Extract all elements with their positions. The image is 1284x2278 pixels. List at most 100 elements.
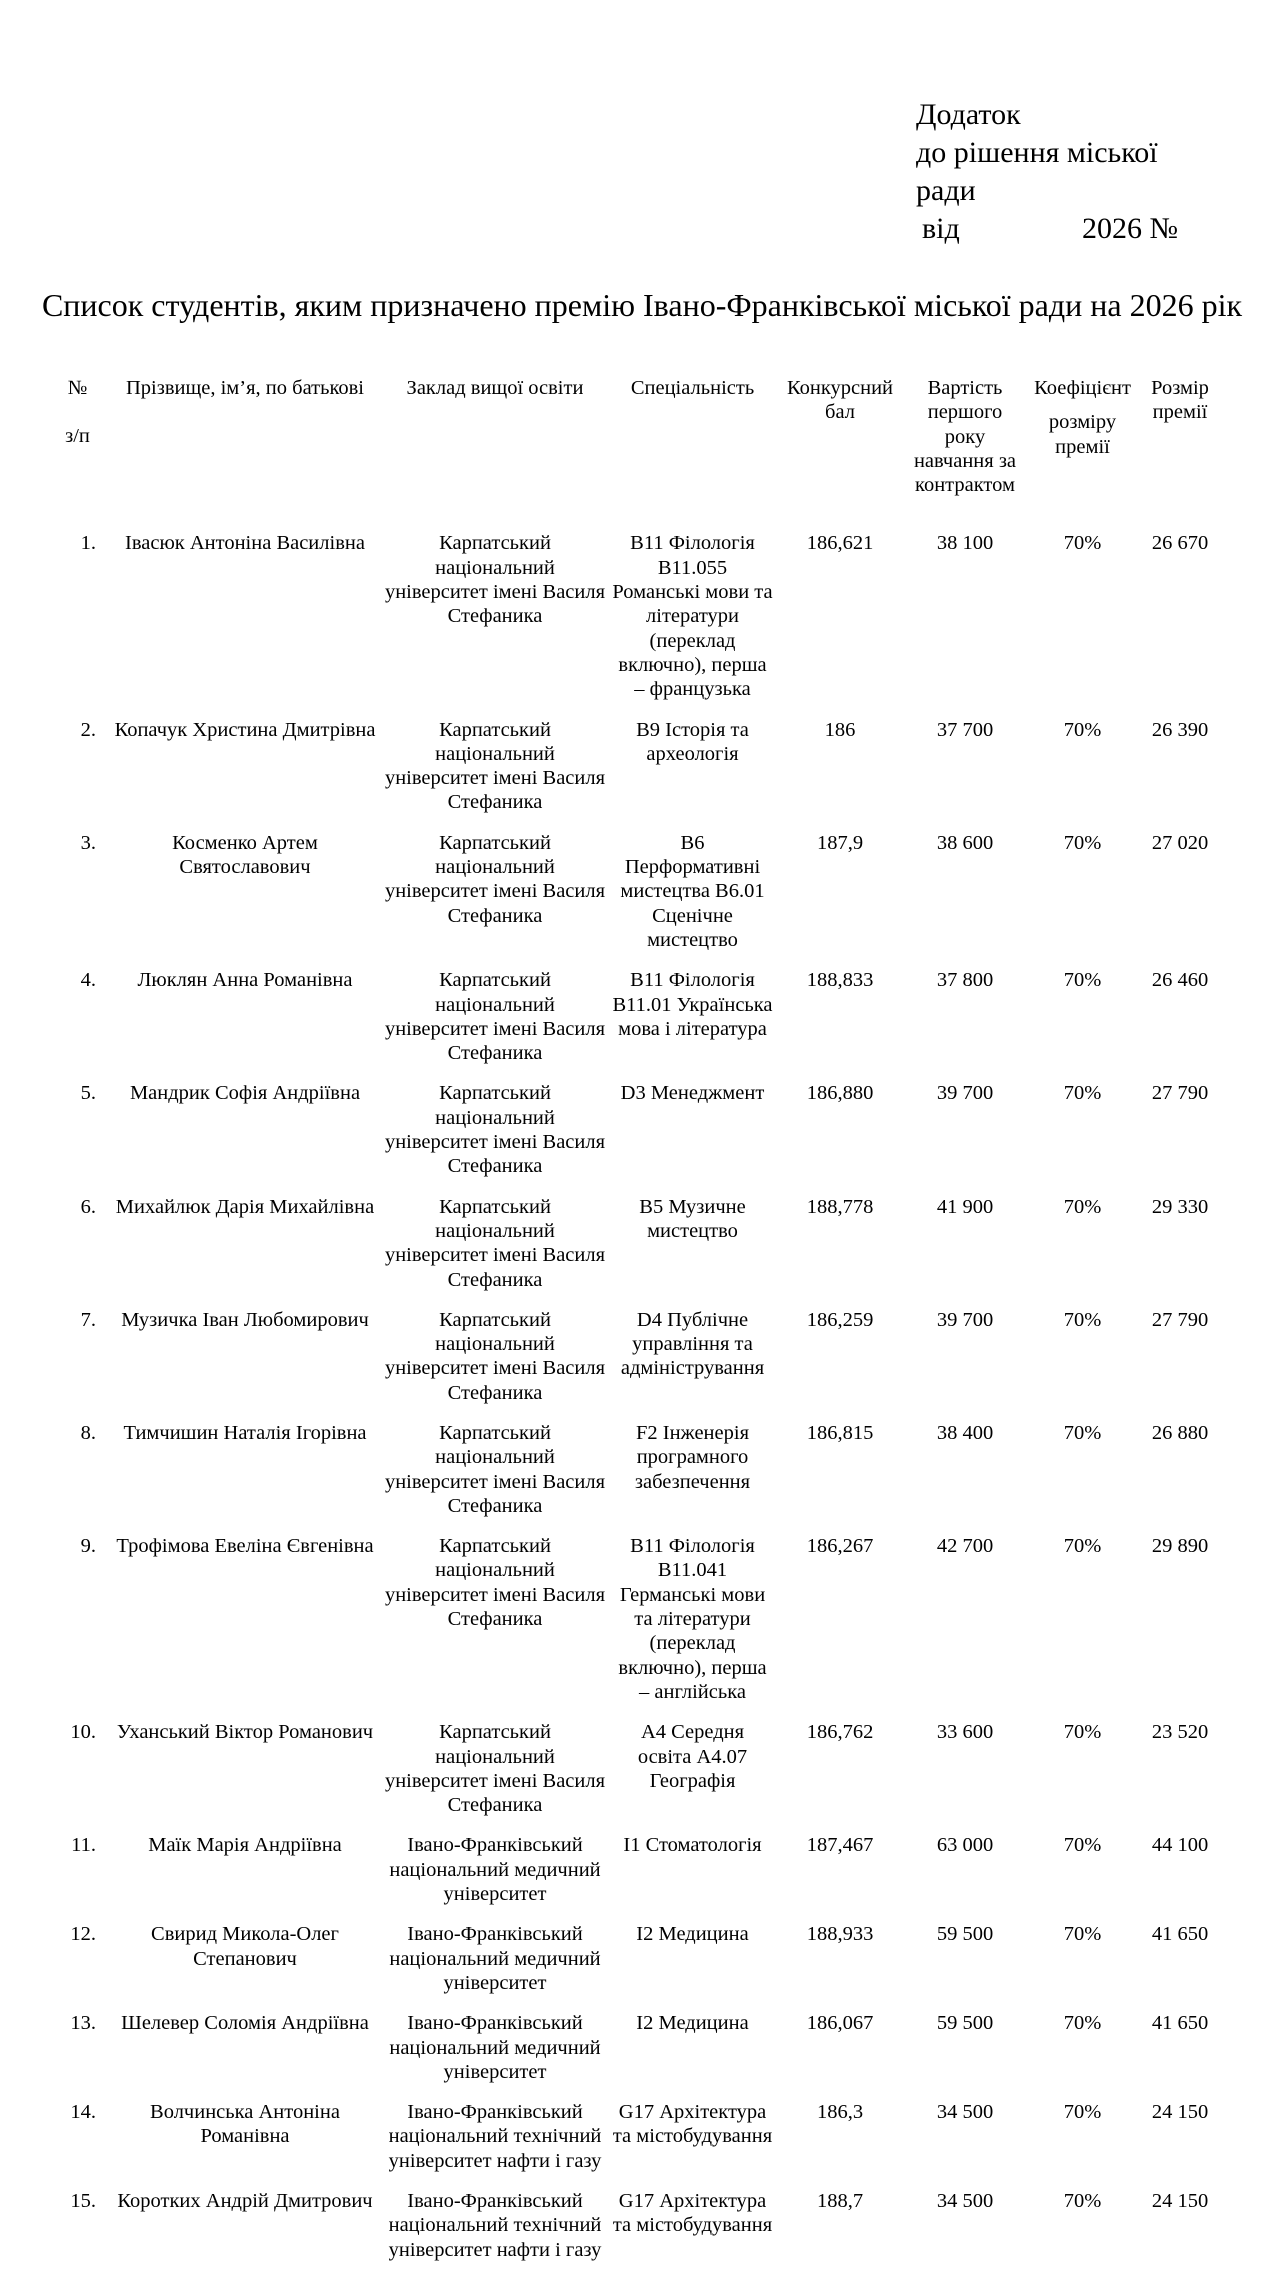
- cell-number: 3.: [80, 831, 96, 854]
- cell-institution: Карпатський національний університет іме…: [384, 1195, 606, 1291]
- cell-specialty: I2 Медицина: [636, 2012, 749, 2035]
- cell-institution: Карпатський національний університет іме…: [384, 1421, 606, 1517]
- cell-prize: 27 790: [1151, 1308, 1209, 1331]
- header-coefficient: Коефіцієнт розміру премії: [1034, 377, 1131, 458]
- cell-specialty: G17 Архітектура та містобудування: [612, 2101, 773, 2148]
- cell-number: 2.: [80, 718, 96, 741]
- cell-prize: 26 670: [1151, 532, 1209, 555]
- cell-institution: Карпатський національний університет іме…: [384, 1721, 606, 1817]
- cell-cost: 34 500: [936, 2190, 994, 2212]
- cell-coefficient: 70%: [1063, 1721, 1102, 1744]
- table-header-row: № з/п Прізвище, ім’я, по батькові Заклад …: [45, 376, 1220, 531]
- cell-number: 11.: [71, 1834, 96, 1857]
- cell-coefficient: 70%: [1063, 831, 1102, 854]
- cell-prize: 26 390: [1151, 718, 1209, 741]
- header-institution: Заклад вищої освіти: [406, 377, 584, 399]
- cell-institution: Карпатський національний університет іме…: [384, 532, 606, 628]
- cell-number: 10.: [70, 1721, 96, 1744]
- cell-name: Трофімова Евеліна Євгенівна: [116, 1535, 374, 1558]
- cell-coefficient: 70%: [1063, 1308, 1102, 1331]
- cell-specialty: G17 Архітектура та містобудування: [612, 2190, 773, 2237]
- table-row: 3. Косменко Артем Святославович Карпатськи…: [45, 831, 1220, 968]
- cell-cost: 39 700: [936, 1308, 994, 1331]
- cell-number: 14.: [70, 2101, 96, 2124]
- table-row: 14. Волчинська Антоніна Романівна Івано-Фр…: [45, 2100, 1220, 2189]
- cell-cost: 38 400: [936, 1421, 994, 1444]
- cell-number: 1.: [80, 532, 96, 555]
- header-score: Конкурсний бал: [786, 377, 894, 424]
- cell-score: 187,9: [816, 831, 864, 854]
- cell-name: Музичка Іван Любомирович: [121, 1308, 369, 1331]
- cell-cost: 34 500: [936, 2101, 994, 2124]
- header-prize: Розмір премії: [1151, 377, 1209, 424]
- cell-coefficient: 70%: [1063, 2101, 1102, 2124]
- table-row: 7. Музичка Іван Любомирович Карпатський на…: [45, 1308, 1220, 1421]
- cell-cost: 42 700: [936, 1535, 994, 1558]
- cell-coefficient: 70%: [1063, 1923, 1102, 1946]
- header-specialty: Спеціальність: [630, 377, 755, 399]
- table-row: 6. Михайлюк Дарія Михайлівна Карпатський н…: [45, 1195, 1220, 1308]
- cell-cost: 41 900: [936, 1195, 994, 1218]
- table-row: 10. Уханський Віктор Романович Карпатський…: [45, 1720, 1220, 1833]
- table-row: 5. Мандрик Софія Андріївна Карпатський нац…: [45, 1081, 1220, 1194]
- cell-prize: 24 150: [1151, 2101, 1209, 2124]
- cell-score: 186,815: [806, 1421, 874, 1444]
- cell-cost: 33 600: [936, 1721, 994, 1744]
- cell-name: Волчинська Антоніна Романівна: [150, 2101, 340, 2148]
- cell-number: 13.: [70, 2012, 96, 2035]
- cell-coefficient: 70%: [1063, 969, 1102, 992]
- cell-number: 6.: [80, 1195, 96, 1218]
- cell-institution: Карпатський національний університет іме…: [384, 1308, 606, 1404]
- cell-cost: 59 500: [936, 1923, 994, 1946]
- cell-name: Тимчишин Наталія Ігорівна: [123, 1421, 367, 1444]
- cell-score: 186,621: [806, 532, 874, 555]
- cell-cost: 63 000: [936, 1834, 994, 1857]
- cell-specialty: F2 Інженерія програмного забезпечення: [634, 1421, 751, 1493]
- cell-coefficient: 70%: [1063, 2012, 1102, 2035]
- cell-specialty: D4 Публічне управління та адмініструванн…: [620, 1308, 765, 1380]
- table-row: 4. Люклян Анна Романівна Карпатський націо…: [45, 968, 1220, 1081]
- table-row: 15. Коротких Андрій Дмитрович Івано-Франкі…: [45, 2189, 1220, 2278]
- cell-prize: 26 460: [1151, 969, 1209, 992]
- cell-name: Люклян Анна Романівна: [137, 969, 353, 992]
- annex-line: до рішення міської: [916, 136, 1158, 169]
- cell-cost: 39 700: [936, 1082, 994, 1105]
- cell-specialty: B11 Філологія B11.041 Германські мови та…: [618, 1535, 767, 1703]
- cell-institution: Карпатський національний університет іме…: [384, 1082, 606, 1178]
- annex-line: ради: [916, 174, 976, 207]
- date-suffix: 2026 №: [1082, 212, 1179, 245]
- header-number: № з/п: [65, 377, 90, 448]
- header-cost: Вартість першого року навчання за контра…: [913, 377, 1017, 497]
- cell-coefficient: 70%: [1063, 2190, 1102, 2212]
- cell-prize: 29 890: [1151, 1535, 1209, 1558]
- cell-prize: 23 520: [1151, 1721, 1209, 1744]
- cell-cost: 38 100: [936, 532, 994, 555]
- cell-name: Копачук Христина Дмитрівна: [114, 718, 376, 741]
- cell-number: 12.: [70, 1923, 96, 1946]
- cell-score: 186,880: [806, 1082, 874, 1105]
- cell-number: 15.: [70, 2190, 96, 2212]
- cell-coefficient: 70%: [1063, 1535, 1102, 1558]
- cell-coefficient: 70%: [1063, 1421, 1102, 1444]
- cell-score: 186,259: [806, 1308, 874, 1331]
- cell-prize: 41 650: [1151, 2012, 1209, 2035]
- cell-score: 186,267: [806, 1535, 874, 1558]
- cell-name: Маїк Марія Андріївна: [148, 1834, 342, 1857]
- cell-name: Уханський Віктор Романович: [116, 1721, 374, 1744]
- cell-specialty: B11 Філологія B11.055 Романські мови та …: [612, 532, 773, 701]
- date-prefix: від: [922, 212, 960, 245]
- table-row: 13. Шелевер Соломія Андріївна Івано-Франкі…: [45, 2011, 1220, 2100]
- table-row: 9. Трофімова Евеліна Євгенівна Карпатський…: [45, 1534, 1220, 1720]
- students-table: № з/п Прізвище, ім’я, по батькові Заклад …: [45, 376, 1220, 2278]
- cell-name: Свирид Микола-Олег Степанович: [151, 1923, 339, 1970]
- cell-number: 5.: [80, 1082, 96, 1105]
- header-name: Прізвище, ім’я, по батькові: [125, 377, 364, 399]
- cell-institution: Івано-Франківський національний медичний…: [389, 1834, 601, 1906]
- cell-prize: 27 020: [1151, 831, 1209, 854]
- cell-score: 188,7: [816, 2190, 864, 2212]
- cell-number: 8.: [80, 1421, 96, 1444]
- table-row: 8. Тимчишин Наталія Ігорівна Карпатський н…: [45, 1421, 1220, 1534]
- cell-institution: Івано-Франківський національний медичний…: [389, 1923, 601, 1994]
- cell-number: 4.: [80, 969, 96, 992]
- cell-specialty: B5 Музичне мистецтво: [639, 1195, 746, 1242]
